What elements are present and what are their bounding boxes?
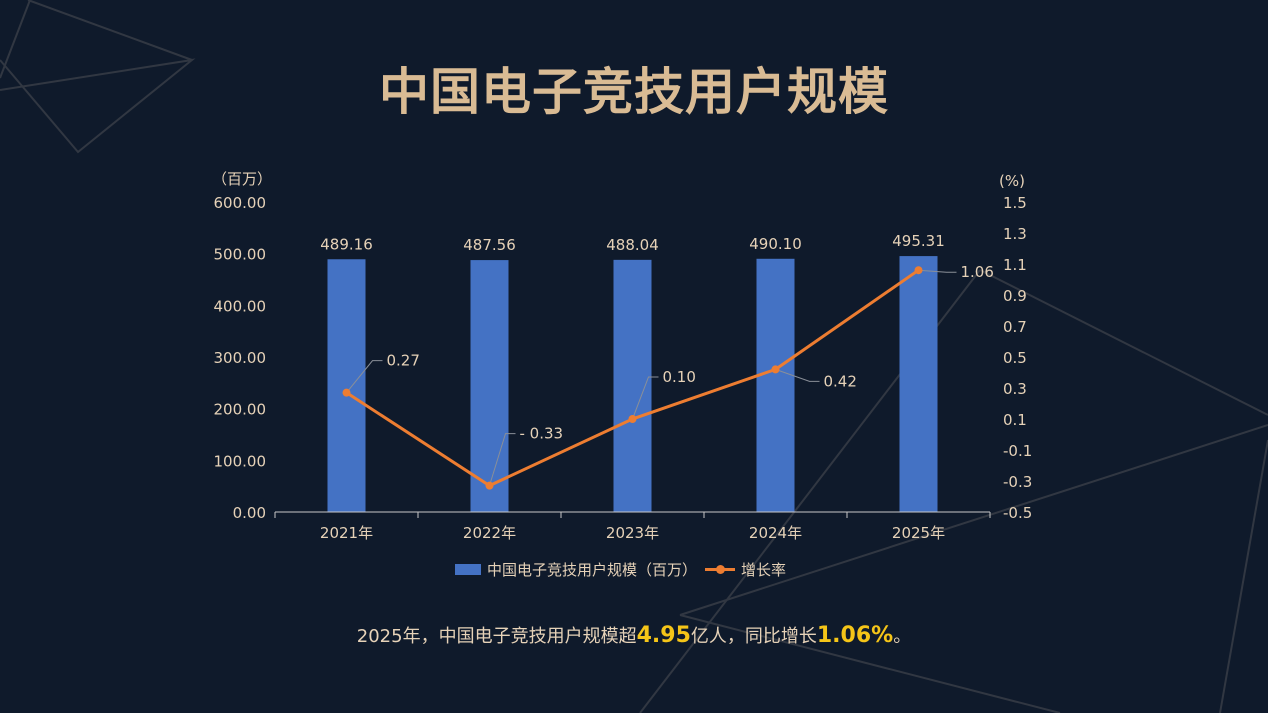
x-axis-tick-label: 2025年	[892, 524, 945, 542]
bar	[613, 259, 652, 512]
right-axis-tick: 1.3	[1003, 225, 1027, 243]
legend-bar-swatch	[455, 564, 481, 575]
line-data-label: 1.06	[961, 263, 994, 281]
right-axis-tick: -0.3	[1003, 473, 1032, 491]
left-axis-tick: 0.00	[233, 504, 266, 522]
summary-highlight-users: 4.95	[636, 623, 691, 648]
x-axis-tick-label: 2021年	[320, 524, 373, 542]
summary-text: 2025年，中国电子竞技用户规模超4.95亿人，同比增长1.06%。	[0, 622, 1268, 648]
left-axis-tick: 300.00	[214, 349, 267, 367]
bar	[470, 260, 509, 512]
data-label-leader-line	[918, 269, 957, 273]
right-axis-tick: 0.1	[1003, 411, 1027, 429]
summary-prefix: 2025年，中国电子竞技用户规模超	[356, 626, 637, 647]
left-axis-tick: 600.00	[214, 194, 267, 212]
bar-data-label: 489.16	[320, 235, 373, 253]
line-data-label: 0.42	[824, 372, 857, 390]
left-axis-label: （百万）	[212, 170, 272, 188]
bar-data-label: 490.10	[749, 235, 802, 253]
right-axis-tick: 0.5	[1003, 349, 1027, 367]
summary-suffix: 。	[893, 626, 912, 647]
right-axis-label: (%)	[999, 172, 1025, 190]
legend-line-label: 增长率	[741, 561, 787, 579]
bar-data-label: 487.56	[463, 236, 516, 254]
summary-mid: 亿人，同比增长	[690, 626, 817, 647]
growth-point	[914, 266, 923, 275]
right-axis-tick: 0.7	[1003, 318, 1027, 336]
x-axis-tick-label: 2023年	[606, 524, 659, 542]
left-axis-tick: 400.00	[214, 297, 267, 315]
line-data-label: 0.27	[387, 352, 420, 370]
line-data-label: 0.10	[663, 368, 696, 386]
right-axis-tick: -0.5	[1003, 504, 1032, 522]
left-axis-tick: 500.00	[214, 246, 267, 264]
right-axis-tick: -0.1	[1003, 442, 1032, 460]
bar	[899, 256, 938, 512]
right-axis-tick: 1.1	[1003, 256, 1027, 274]
page-title: 中国电子竞技用户规模	[379, 63, 889, 121]
legend-line-swatch	[705, 565, 736, 574]
legend-bar-label: 中国电子竞技用户规模（百万）	[487, 561, 698, 579]
left-axis-tick: 200.00	[214, 401, 267, 419]
growth-point	[485, 481, 494, 490]
right-axis-tick: 1.5	[1003, 194, 1027, 212]
right-axis-tick: 0.3	[1003, 380, 1027, 398]
bar-data-label: 495.31	[892, 232, 945, 250]
left-axis-tick: 100.00	[214, 452, 267, 470]
right-axis-tick: 0.9	[1003, 287, 1027, 305]
summary-highlight-growth: 1.06%	[816, 623, 894, 648]
x-axis-tick-label: 2022年	[463, 524, 516, 542]
legend: 中国电子竞技用户规模（百万） 增长率	[455, 559, 786, 580]
bar	[327, 259, 366, 512]
data-label-leader-line	[346, 360, 383, 393]
data-label-leader-line	[489, 433, 516, 486]
bar	[756, 258, 795, 512]
x-axis-tick-label: 2024年	[749, 524, 802, 542]
line-data-label: - 0.33	[520, 425, 564, 443]
bar-data-label: 488.04	[606, 236, 659, 254]
growth-point	[771, 365, 780, 374]
data-label-leader-line	[775, 368, 820, 382]
growth-point	[628, 415, 637, 423]
data-label-leader-line	[632, 376, 659, 420]
growth-point	[342, 388, 351, 397]
